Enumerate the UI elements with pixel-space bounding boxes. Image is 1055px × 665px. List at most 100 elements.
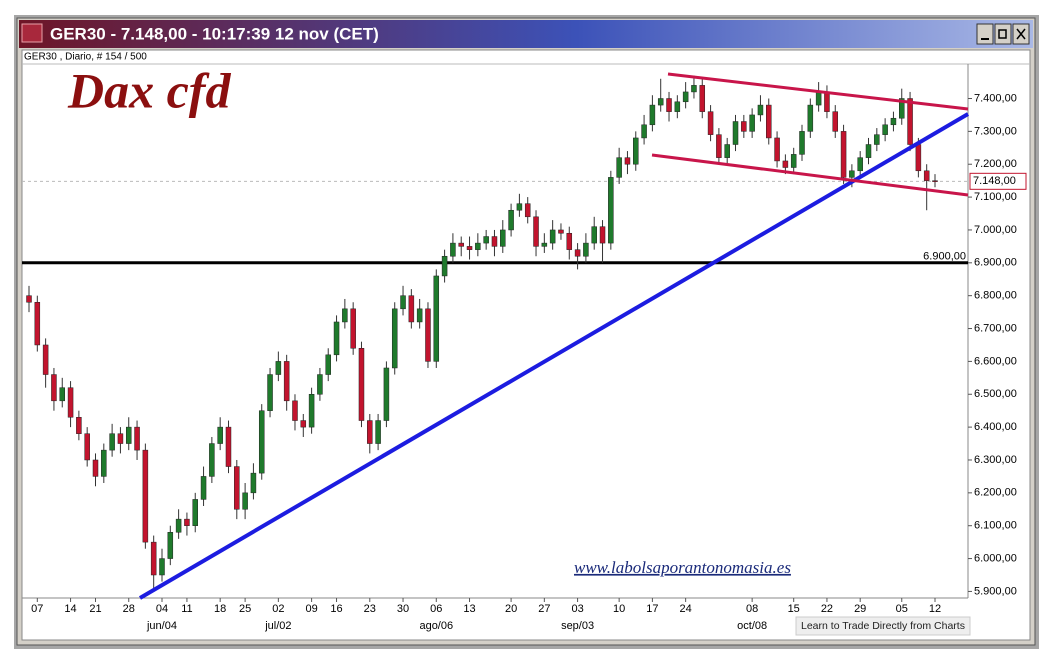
candle-body [682, 91, 689, 103]
candle-body [150, 541, 157, 576]
restore-button[interactable] [994, 23, 1012, 45]
candle-body [250, 472, 257, 494]
candle-body [699, 85, 706, 112]
candle-body [907, 98, 913, 145]
y-tick-label: 6.400,00 [974, 421, 1017, 433]
candle-body [200, 476, 207, 500]
candle-body [932, 180, 938, 182]
candle-body [84, 433, 90, 461]
candle-body [882, 124, 888, 135]
candle-body [815, 91, 822, 106]
candle-body [317, 374, 323, 395]
x-tick-label: 29 [854, 603, 866, 615]
candle-body [217, 426, 223, 444]
candle-body [225, 426, 232, 467]
candle-body [26, 295, 32, 303]
channel-top [667, 72, 969, 111]
y-tick-label: 6.500,00 [974, 388, 1017, 400]
candle-body [101, 449, 107, 477]
y-tick-label: 6.000,00 [974, 552, 1017, 564]
candle-body [749, 114, 755, 132]
candle-body [732, 121, 739, 145]
chart-panel [21, 49, 1031, 641]
y-tick-label: 6.800,00 [974, 290, 1017, 302]
candle-body [508, 209, 514, 231]
x-tick-label: 09 [305, 603, 317, 615]
candle-body [125, 426, 132, 444]
candle-body [674, 101, 681, 112]
candle-body [134, 426, 140, 451]
candle-body [616, 157, 622, 178]
candle-body [874, 134, 880, 145]
x-tick-label: 27 [538, 603, 550, 615]
footer-link[interactable]: Learn to Trade Directly from Charts [801, 620, 965, 632]
x-tick-label: 08 [746, 603, 758, 615]
candle-body [865, 144, 872, 158]
candle-body [591, 226, 597, 244]
candle-body [192, 499, 198, 526]
candle-body [109, 433, 115, 451]
candle-body [832, 111, 839, 132]
candle-body [766, 104, 772, 139]
x-tick-label: 11 [181, 603, 192, 615]
x-month-label: jul/02 [264, 620, 291, 632]
candle-body [574, 249, 581, 257]
x-tick-label: 15 [788, 603, 800, 615]
candle-body [325, 354, 331, 375]
trend-line [138, 112, 970, 600]
candle-body [358, 348, 365, 421]
candle-body [599, 226, 606, 244]
candle-body [425, 308, 431, 362]
x-tick-label: 23 [364, 603, 376, 615]
candle-body [558, 229, 564, 234]
candle-body [666, 98, 672, 112]
candle-body [458, 242, 464, 247]
window-title: GER30 - 7.148,00 - 10:17:39 12 nov (CET) [50, 24, 379, 43]
y-tick-label: 7.300,00 [974, 125, 1017, 137]
candle-body [524, 203, 531, 218]
candle-body [466, 246, 473, 250]
candle-body [533, 216, 539, 247]
x-tick-label: 18 [214, 603, 226, 615]
candle-body [541, 242, 548, 247]
candle-body [923, 170, 930, 181]
candle-body [383, 367, 390, 421]
candle-body [583, 242, 589, 257]
horizontal-line-label: 6.900,00 [923, 251, 966, 263]
candle-body [275, 361, 282, 375]
candle-body [491, 236, 498, 247]
watermark[interactable]: www.labolsaporantonomasia.es [574, 558, 791, 577]
footer-box[interactable] [795, 616, 971, 636]
x-tick-label: 13 [463, 603, 475, 615]
x-tick-label: 25 [239, 603, 251, 615]
last-price-label: 7.148,00 [973, 175, 1016, 187]
x-month-label: oct/08 [737, 620, 767, 632]
candle-body [899, 98, 905, 119]
candle-body [724, 144, 730, 158]
x-tick-label: 02 [272, 603, 284, 615]
y-tick-label: 7.200,00 [974, 158, 1017, 170]
candle-body [641, 124, 647, 139]
y-tick-label: 7.000,00 [974, 224, 1017, 236]
candle-body [516, 203, 523, 211]
candle-body [549, 229, 556, 244]
candle-body [400, 295, 406, 310]
candle-body [741, 121, 747, 132]
candle-body [342, 308, 348, 323]
x-tick-label: 20 [505, 603, 517, 615]
candle-body [59, 387, 65, 402]
candle-body [175, 518, 182, 533]
x-month-label: sep/03 [561, 620, 594, 632]
y-tick-label: 5.900,00 [974, 585, 1017, 597]
candle-body [67, 387, 74, 418]
x-tick-label: 30 [397, 603, 409, 615]
plot-area [22, 75, 968, 589]
app-icon [21, 23, 43, 43]
candle-body [857, 157, 863, 172]
candle-body [716, 134, 722, 158]
x-tick-label: 17 [646, 603, 658, 615]
y-tick-label: 6.100,00 [974, 520, 1017, 532]
minimize-button[interactable] [976, 23, 994, 45]
candle-body [624, 157, 631, 165]
candle-body [782, 160, 789, 168]
